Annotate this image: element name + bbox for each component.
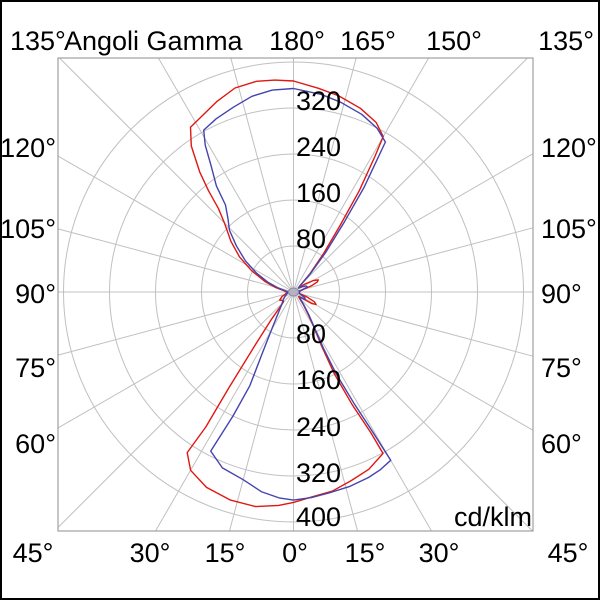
angle-label-top-135-left: 135°	[10, 26, 66, 56]
angle-label-bottom-0: 0°	[282, 538, 308, 568]
angle-label-bottom-15-left: 15°	[205, 538, 246, 568]
radial-label-top-320: 320	[296, 86, 341, 116]
red-curve	[186, 79, 384, 508]
plot-frame	[57, 57, 534, 532]
chart-title: Angoli Gamma	[64, 26, 244, 56]
grid-spoke-345	[228, 291, 294, 532]
grid-spoke-315	[57, 291, 294, 528]
angle-label-left-120: 120°	[2, 133, 56, 163]
radial-label-top-160: 160	[296, 178, 341, 208]
grid-spoke-135	[293, 57, 528, 293]
angle-label-bottom-45-right: 45°	[548, 538, 589, 568]
angle-label-left-75: 75°	[15, 353, 56, 383]
radial-label-bottom-80: 80	[296, 319, 326, 349]
angle-label-right-105: 105°	[541, 214, 597, 244]
grid-spoke-240	[57, 155, 294, 293]
angle-label-top-135-right: 135°	[538, 26, 594, 56]
grid-spoke-300	[57, 291, 294, 429]
unit-label: cd/klm	[454, 502, 532, 532]
grid-spoke-75	[293, 291, 534, 357]
angle-label-bottom-15-right: 15°	[345, 538, 386, 568]
angle-label-right-120: 120°	[541, 133, 597, 163]
angle-label-bottom-30-right: 30°	[419, 538, 460, 568]
radial-label-top-80: 80	[296, 224, 326, 254]
blue-curve	[203, 87, 392, 501]
angle-label-right-90: 90°	[541, 279, 582, 309]
origin-marker	[288, 287, 299, 297]
radial-label-bottom-400: 400	[296, 502, 341, 532]
grid-spoke-255	[57, 228, 294, 293]
radial-label-bottom-160: 160	[296, 365, 341, 395]
grid-spoke-105	[293, 227, 534, 293]
angle-label-top-180: 180°	[269, 26, 325, 56]
angle-label-left-105: 105°	[2, 214, 56, 244]
grid-spoke-60	[293, 291, 534, 431]
angle-label-left-90: 90°	[15, 279, 56, 309]
grid-spoke-45	[293, 291, 533, 532]
grid-spoke-210	[157, 57, 294, 293]
grid-spoke-285	[57, 291, 294, 356]
angle-label-right-75: 75°	[541, 353, 582, 383]
angle-label-bottom-30-left: 30°	[130, 538, 171, 568]
grid-spoke-165	[293, 57, 357, 293]
grid-spoke-195	[230, 57, 294, 293]
grid-spoke-225	[59, 57, 294, 293]
radial-label-bottom-240: 240	[296, 412, 341, 442]
grid-spoke-15	[293, 291, 359, 532]
angle-label-top-165: 165°	[340, 26, 396, 56]
radial-label-bottom-320: 320	[296, 458, 341, 488]
intensity-curves	[186, 79, 392, 508]
angle-label-left-60: 60°	[15, 429, 56, 459]
radial-label-top-240: 240	[296, 132, 341, 162]
grid-spoke-150	[293, 57, 430, 293]
angle-label-right-60: 60°	[541, 429, 582, 459]
angle-label-top-150: 150°	[426, 26, 482, 56]
angle-label-bottom-45-left: 45°	[13, 538, 54, 568]
grid-spoke-120	[293, 153, 534, 293]
